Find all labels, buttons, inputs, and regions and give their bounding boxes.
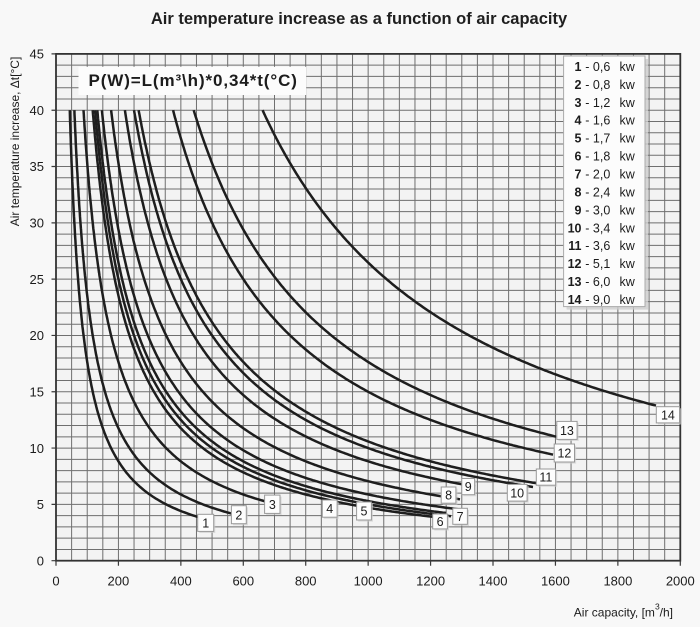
svg-text:9: 9 [575,203,582,217]
svg-text:kw: kw [620,239,636,253]
svg-text:6: 6 [575,150,582,164]
svg-text:13: 13 [568,275,582,289]
svg-text:2000: 2000 [666,574,695,589]
svg-text:13: 13 [560,424,574,438]
svg-text:25: 25 [30,272,44,287]
svg-text:200: 200 [108,574,130,589]
svg-text:3: 3 [575,96,582,110]
svg-text:5: 5 [361,505,368,519]
svg-text:kw: kw [620,96,636,110]
svg-text:1200: 1200 [416,574,445,589]
svg-text:Air temperature increase as a: Air temperature increase as a function o… [151,10,568,28]
svg-text:- 3,4: - 3,4 [585,221,610,235]
svg-text:- 3,0: - 3,0 [585,203,610,217]
svg-text:45: 45 [30,47,44,62]
svg-text:35: 35 [30,159,44,174]
svg-text:11: 11 [539,471,552,485]
svg-text:1: 1 [575,60,582,74]
svg-text:- 0,6: - 0,6 [585,60,610,74]
svg-text:2: 2 [575,78,582,92]
svg-text:- 1,8: - 1,8 [585,150,610,164]
svg-text:8: 8 [575,185,582,199]
svg-text:- 2,0: - 2,0 [585,168,610,182]
svg-text:20: 20 [30,328,44,343]
svg-text:Air temperature increase, Δt[°: Air temperature increase, Δt[°C] [8,57,22,227]
svg-text:kw: kw [620,150,636,164]
svg-text:1400: 1400 [479,574,508,589]
svg-text:5: 5 [37,497,44,512]
svg-text:12: 12 [568,257,582,271]
svg-text:kw: kw [620,293,636,307]
svg-text:kw: kw [620,132,636,146]
svg-text:- 1,7: - 1,7 [585,132,610,146]
svg-text:- 1,6: - 1,6 [585,114,610,128]
svg-text:7: 7 [457,510,464,524]
svg-text:kw: kw [620,221,636,235]
svg-text:- 6,0: - 6,0 [585,275,610,289]
svg-text:1600: 1600 [541,574,570,589]
svg-text:kw: kw [620,168,636,182]
svg-text:4: 4 [326,502,333,516]
svg-text:kw: kw [620,114,636,128]
svg-text:10: 10 [30,441,44,456]
svg-text:400: 400 [170,574,192,589]
svg-text:0: 0 [37,553,44,568]
svg-text:kw: kw [620,203,636,217]
svg-text:10: 10 [510,486,524,500]
svg-text:30: 30 [30,216,44,231]
svg-text:- 0,8: - 0,8 [585,78,610,92]
svg-text:600: 600 [232,574,254,589]
svg-text:6: 6 [437,515,444,529]
svg-text:kw: kw [620,60,636,74]
svg-text:15: 15 [30,385,44,400]
svg-text:kw: kw [620,257,636,271]
svg-text:800: 800 [295,574,317,589]
svg-text:- 1,2: - 1,2 [585,96,610,110]
svg-text:14: 14 [661,408,675,422]
svg-text:4: 4 [575,114,582,128]
svg-text:kw: kw [620,275,636,289]
svg-text:8: 8 [445,489,452,503]
svg-text:1800: 1800 [603,574,632,589]
svg-text:kw: kw [620,185,636,199]
svg-text:11: 11 [568,239,581,253]
svg-text:- 2,4: - 2,4 [585,185,610,199]
svg-text:9: 9 [465,480,472,494]
svg-text:3: 3 [269,498,276,512]
svg-text:1: 1 [202,516,209,530]
svg-text:kw: kw [620,78,636,92]
svg-text:7: 7 [575,168,582,182]
svg-text:40: 40 [30,103,44,118]
svg-text:- 3,6: - 3,6 [585,239,610,253]
svg-text:P(W)=L(m³\h)*0,34*t(°C): P(W)=L(m³\h)*0,34*t(°C) [89,71,298,90]
svg-text:0: 0 [52,574,59,589]
svg-text:10: 10 [568,221,582,235]
svg-text:1000: 1000 [354,574,383,589]
svg-text:- 5,1: - 5,1 [585,257,610,271]
svg-text:12: 12 [557,447,571,461]
svg-text:5: 5 [575,132,582,146]
svg-text:14: 14 [568,293,582,307]
svg-text:2: 2 [235,508,242,522]
svg-text:- 9,0: - 9,0 [585,293,610,307]
svg-text:Air capacity, [m3/h]: Air capacity, [m3/h] [574,601,673,619]
